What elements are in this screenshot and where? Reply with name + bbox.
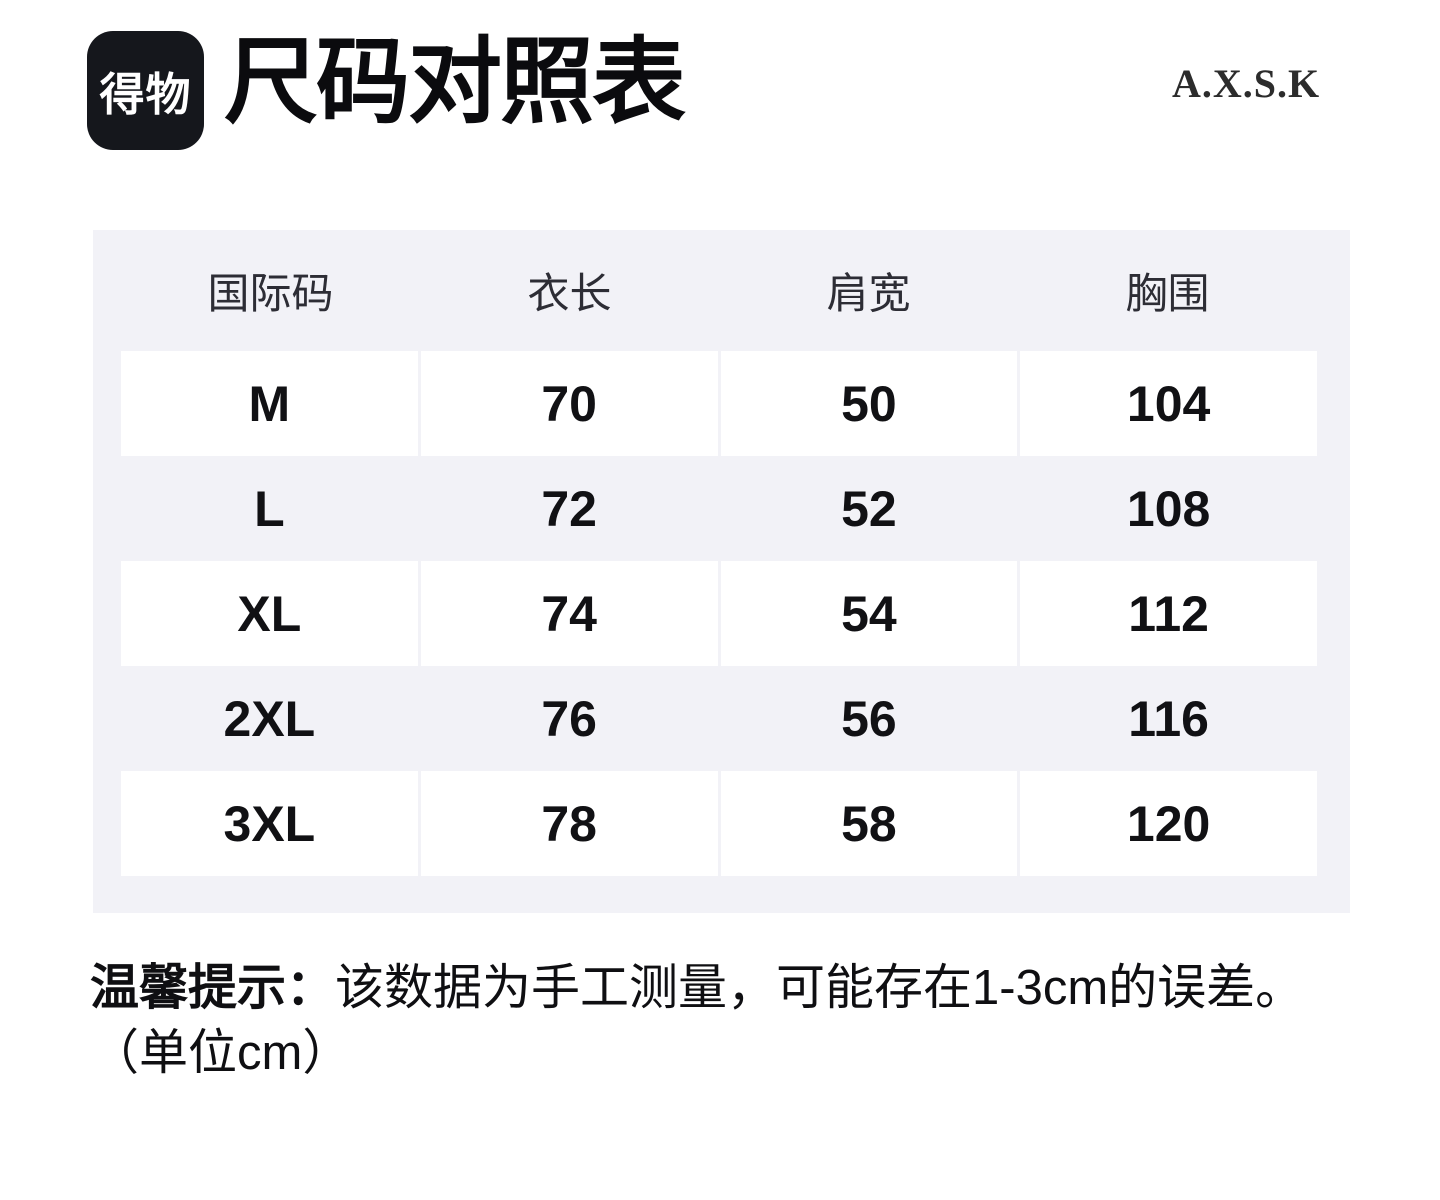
cell-size: L bbox=[254, 480, 285, 537]
cell-shoulder: 50 bbox=[720, 351, 1018, 456]
cell-size: 2XL bbox=[223, 690, 316, 747]
header-cell-chest: 胸围 bbox=[1125, 270, 1210, 317]
cell-chest: 112 bbox=[1020, 561, 1317, 666]
header-cell-shoulder-width: 肩宽 bbox=[826, 270, 911, 317]
cell-length: 74 bbox=[420, 561, 718, 666]
cell-chest: 104 bbox=[1020, 351, 1317, 456]
note-text: 该数据为手工测量，可能存在1-3cm的误差。 bbox=[335, 961, 1305, 1015]
note-unit: （单位cm） bbox=[90, 1025, 352, 1080]
cell-length: 72 bbox=[541, 480, 597, 537]
note-label: 温馨提示： bbox=[90, 961, 336, 1015]
page-title: 尺码对照表 bbox=[224, 29, 686, 134]
cell-size: 3XL bbox=[121, 771, 418, 876]
table-row-xl: XL 74 54 112 bbox=[121, 561, 1317, 666]
cell-chest: 120 bbox=[1020, 771, 1317, 876]
cell-length: 76 bbox=[541, 690, 597, 747]
brand-text: A.X.S.K bbox=[1172, 61, 1321, 106]
table-row-l: L 72 52 108 bbox=[121, 456, 1317, 561]
header-cell-garment-length: 衣长 bbox=[527, 270, 612, 317]
cell-shoulder: 58 bbox=[720, 771, 1018, 876]
cell-size: M bbox=[121, 351, 418, 456]
table-row-2xl: 2XL 76 56 116 bbox=[121, 666, 1317, 771]
cell-chest: 116 bbox=[1128, 690, 1209, 747]
table-row-m: M 70 50 104 bbox=[121, 351, 1317, 456]
dewu-logo-icon: 得物 bbox=[87, 31, 204, 150]
table-row-3xl: 3XL 78 58 120 bbox=[121, 771, 1317, 876]
cell-length: 78 bbox=[420, 771, 718, 876]
measurement-note: 温馨提示：该数据为手工测量，可能存在1-3cm的误差。 （单位cm） bbox=[90, 956, 1304, 1085]
cell-chest: 108 bbox=[1126, 480, 1211, 537]
table-header-row: 国际码 衣长 肩宽 胸围 bbox=[121, 230, 1317, 351]
cell-size: XL bbox=[121, 561, 418, 666]
logo-text: 得物 bbox=[99, 69, 192, 120]
header-cell-international-size: 国际码 bbox=[207, 270, 334, 317]
cell-shoulder: 56 bbox=[841, 690, 897, 747]
cell-shoulder: 52 bbox=[841, 480, 897, 537]
size-table: 国际码 衣长 肩宽 胸围 M 70 50 104 L 72 52 108 XL … bbox=[93, 230, 1350, 913]
cell-shoulder: 54 bbox=[720, 561, 1018, 666]
cell-length: 70 bbox=[420, 351, 718, 456]
